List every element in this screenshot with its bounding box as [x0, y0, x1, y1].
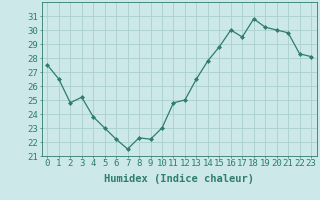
X-axis label: Humidex (Indice chaleur): Humidex (Indice chaleur): [104, 174, 254, 184]
